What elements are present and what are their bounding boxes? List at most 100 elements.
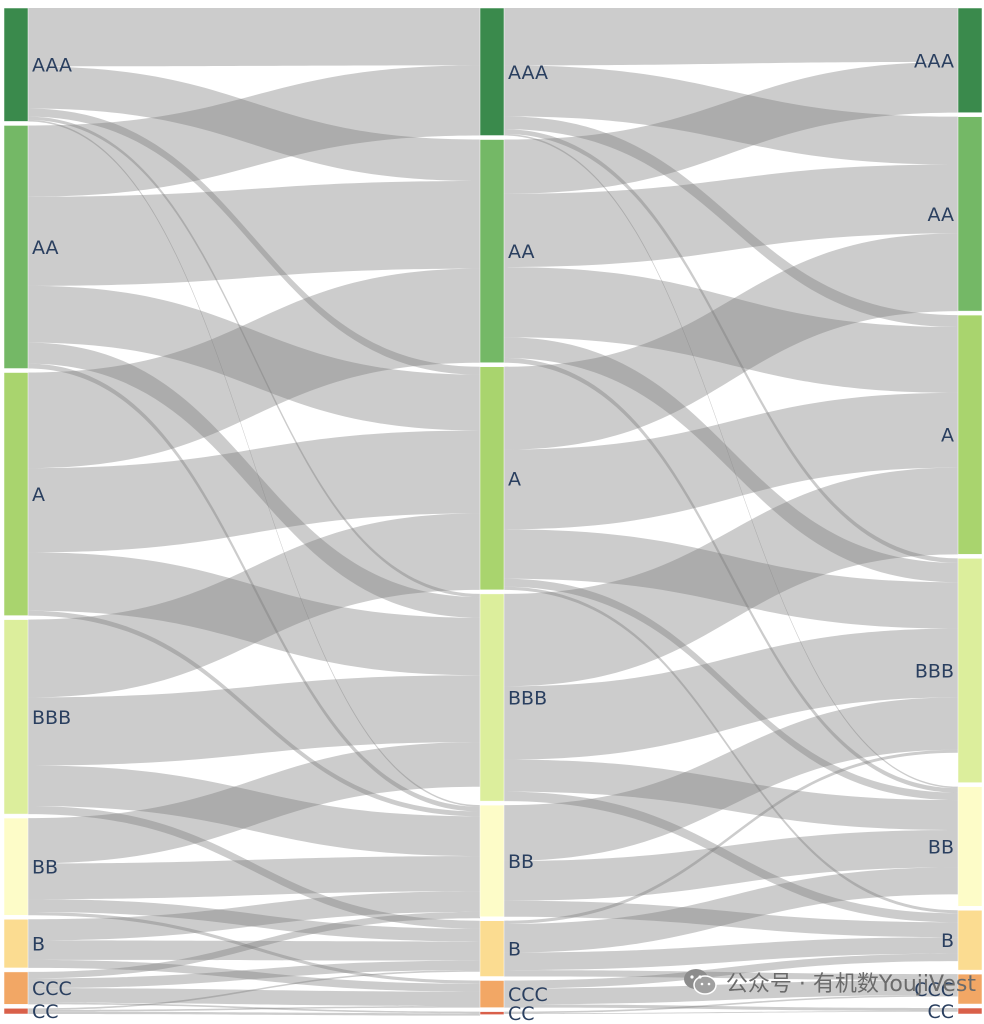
link-BBB-to-A — [504, 467, 958, 687]
node-0-CCC — [3, 971, 29, 1005]
wechat-icon — [683, 969, 717, 995]
link-AAA-to-AA — [28, 66, 480, 181]
node-2-AA — [957, 116, 983, 312]
link-A-to-A — [28, 430, 480, 553]
link-CC-to-CC — [28, 1011, 480, 1016]
link-B-to-BBB — [504, 749, 958, 924]
link-A-to-B — [504, 586, 958, 914]
node-label-0-B: B — [32, 934, 45, 956]
link-CCC-to-CC — [28, 1002, 480, 1014]
link-BB-to-BBB — [28, 742, 480, 864]
node-label-1-BB: BB — [508, 851, 534, 873]
link-BBB-to-B — [28, 805, 480, 929]
node-label-0-BB: BB — [32, 857, 58, 879]
link-BBB-to-BB — [28, 765, 480, 857]
link-BB-to-BB — [504, 830, 958, 901]
link-AA-to-AA — [504, 164, 958, 268]
link-AA-to-A — [28, 285, 480, 431]
node-label-0-AA: AA — [32, 237, 59, 259]
node-label-1-AAA: AAA — [508, 62, 548, 84]
link-B-to-CCC — [28, 959, 480, 992]
link-AAA-to-BBB — [504, 129, 958, 563]
node-2-AAA — [957, 7, 983, 113]
link-AAA-to-AAA — [504, 8, 958, 66]
node-2-CCC — [957, 973, 983, 1005]
node-label-2-CC: CC — [927, 1001, 954, 1023]
link-BBB-to-BBB — [504, 628, 958, 760]
link-BB-to-B — [28, 899, 480, 942]
link-BB-to-BBB — [504, 697, 958, 861]
node-2-B — [957, 910, 983, 971]
link-CC-to-CCC — [504, 995, 958, 1014]
node-0-BB — [3, 817, 29, 916]
node-1-BBB — [479, 593, 505, 802]
link-AAA-to-BBB — [28, 116, 480, 598]
link-AAA-to-BB — [28, 119, 480, 807]
link-AAA-to-A — [504, 116, 958, 328]
node-label-0-CCC: CCC — [32, 978, 72, 1000]
link-AA-to-AAA — [504, 61, 958, 194]
node-label-1-BBB: BBB — [508, 688, 547, 710]
node-label-2-BBB: BBB — [915, 661, 954, 683]
node-0-AAA — [3, 7, 29, 122]
link-AA-to-BBB — [504, 337, 958, 583]
node-label-2-AAA: AAA — [914, 50, 954, 72]
node-label-1-CCC: CCC — [508, 984, 548, 1006]
sankey-labels: AAAAAABBBBBBCCCCCAAAAAABBBBBBCCCCCAAAAAA… — [32, 50, 954, 1024]
node-1-CC — [479, 1011, 505, 1015]
link-A-to-BBB — [28, 552, 480, 676]
link-A-to-AA — [504, 233, 958, 450]
node-label-2-B: B — [941, 930, 954, 952]
link-AA-to-BBB — [28, 342, 480, 618]
link-CCC-to-B — [28, 960, 480, 989]
node-label-2-AA: AA — [927, 204, 954, 226]
link-B-to-CCC — [504, 970, 958, 981]
node-label-2-BB: BB — [928, 836, 954, 858]
link-AA-to-A — [504, 267, 958, 393]
link-B-to-BB — [28, 891, 480, 941]
link-AA-to-BB — [28, 363, 480, 812]
node-label-1-CC: CC — [508, 1003, 535, 1024]
node-label-2-CCC: CCC — [914, 979, 954, 1001]
node-1-AA — [479, 139, 505, 363]
node-1-B — [479, 920, 505, 977]
link-BBB-to-A — [28, 513, 480, 698]
link-A-to-AA — [28, 268, 480, 469]
link-CCC-to-BB — [28, 911, 480, 979]
link-A-to-BBB — [504, 529, 958, 629]
node-0-BBB — [3, 619, 29, 815]
node-1-AAA — [479, 7, 505, 136]
node-label-0-AAA: AAA — [32, 55, 72, 77]
sankey-links — [28, 8, 958, 1016]
node-0-CC — [3, 1008, 29, 1015]
link-BB-to-B — [504, 900, 958, 938]
link-AAA-to-AA — [504, 65, 958, 165]
node-0-AA — [3, 125, 29, 369]
link-AAA-to-BB — [504, 133, 958, 789]
node-label-0-CC: CC — [32, 1001, 59, 1023]
node-label-1-AA: AA — [508, 241, 535, 263]
link-BBB-to-BBB — [28, 675, 480, 766]
link-BBB-to-BB — [504, 759, 958, 831]
node-1-BB — [479, 804, 505, 917]
node-2-A — [957, 314, 983, 555]
node-label-0-BBB: BBB — [32, 707, 71, 729]
link-CC-to-CCC — [28, 1006, 480, 1012]
link-B-to-B — [28, 940, 480, 961]
watermark-text: 公众号 · 有机数YoujiVest — [725, 972, 976, 997]
link-B-to-B — [504, 937, 958, 971]
link-AA-to-BB — [504, 357, 958, 793]
link-BB-to-CCC — [28, 912, 480, 984]
node-0-B — [3, 919, 29, 969]
node-label-0-A: A — [32, 484, 45, 506]
link-A-to-A — [504, 392, 958, 530]
link-A-to-BB — [504, 578, 958, 801]
node-label-1-B: B — [508, 939, 521, 961]
link-AA-to-AAA — [28, 65, 480, 197]
link-AAA-to-A — [28, 108, 480, 375]
node-2-CC — [957, 1007, 983, 1015]
link-AA-to-AA — [28, 180, 480, 286]
node-0-A — [3, 372, 29, 616]
link-CCC-to-CCC — [28, 988, 480, 1007]
link-B-to-BB — [504, 867, 958, 953]
